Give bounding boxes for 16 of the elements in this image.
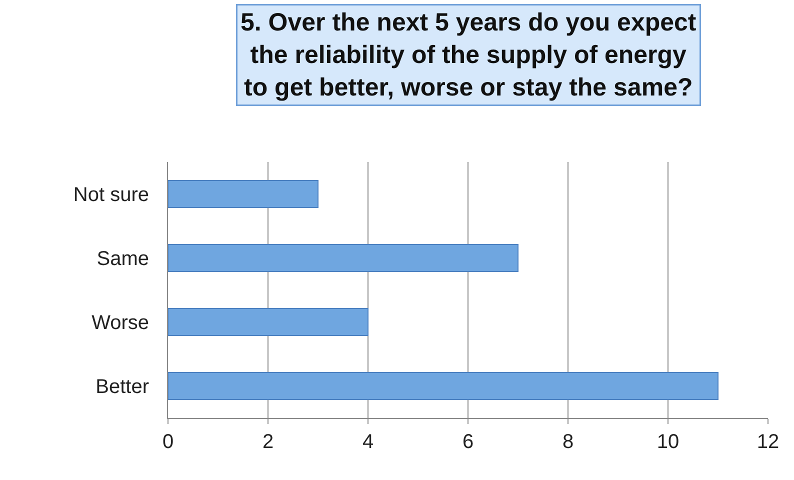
x-tick-label: 6 [462, 431, 474, 453]
y-tick-label: Not sure [73, 184, 149, 206]
chart-title: 5. Over the next 5 years do you expect the reliability of the supply of energy to get better, worse or stay the same? [240, 8, 697, 102]
x-tick-label: 8 [562, 431, 574, 453]
x-tick-label: 4 [362, 431, 374, 453]
y-tick-label: Better [96, 376, 150, 398]
y-tick-label: Worse [92, 312, 149, 334]
bar [168, 244, 518, 272]
x-tick-label: 10 [656, 431, 680, 453]
bar [168, 308, 368, 336]
bar [168, 372, 718, 400]
bar [168, 180, 318, 208]
x-tick-label: 2 [262, 431, 274, 453]
x-tick-label: 12 [756, 431, 780, 453]
x-tick-label: 0 [162, 431, 174, 453]
y-tick-label: Same [96, 248, 149, 270]
